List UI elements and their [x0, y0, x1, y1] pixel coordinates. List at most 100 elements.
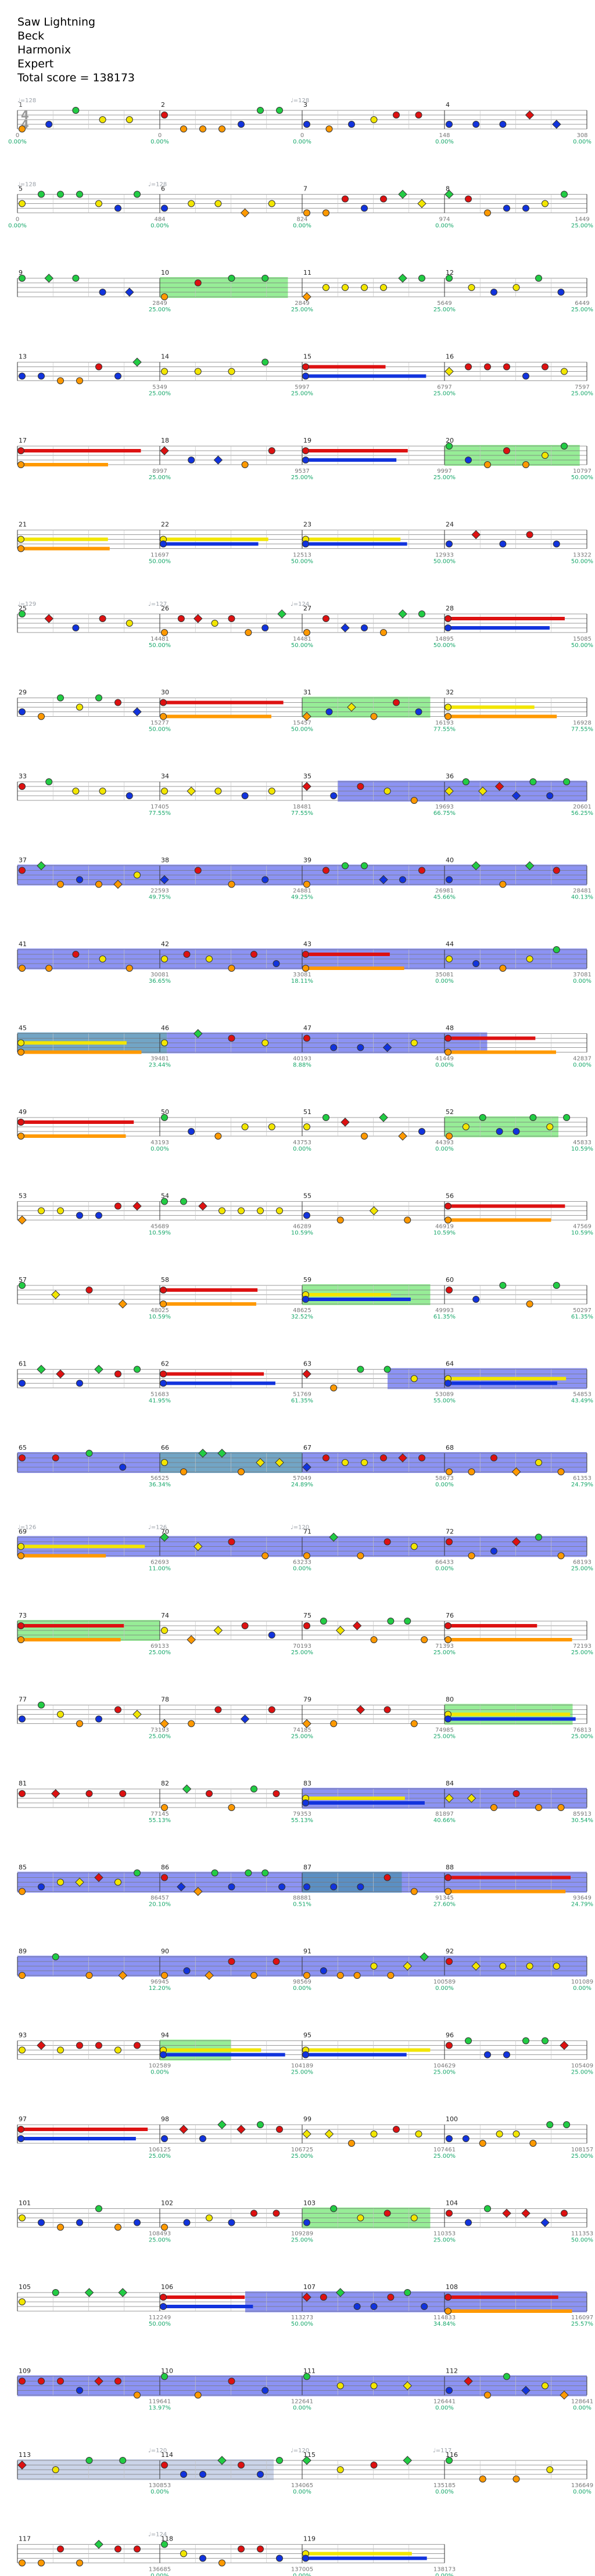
note-gem — [177, 615, 185, 622]
measure-score: 96945 — [150, 1979, 169, 1985]
hopo-gem — [240, 208, 250, 218]
note-gem — [542, 2382, 549, 2390]
note-gem — [99, 955, 106, 962]
hopo-gem — [256, 1458, 265, 1467]
sustain-tail — [21, 1638, 121, 1641]
note-gem — [160, 2303, 167, 2310]
note-gem — [228, 368, 235, 375]
hopo-gem — [44, 274, 53, 283]
measure-number: 80 — [446, 1696, 454, 1704]
measure-number: 70 — [161, 1528, 169, 1536]
hopo-gem — [335, 1626, 345, 1635]
note-gem — [160, 1300, 167, 1307]
note-gem — [404, 2289, 411, 2296]
note-gem — [542, 200, 549, 207]
note-gem — [214, 1133, 222, 1140]
note-gem — [72, 275, 80, 282]
measure-score: 45689 — [150, 1224, 169, 1230]
multiplier-percent: 25.00% — [149, 391, 171, 397]
sustain-tail — [448, 1638, 572, 1641]
hopo-gem — [302, 1369, 311, 1379]
note-gem — [199, 125, 206, 132]
measure-number: 54 — [161, 1192, 169, 1200]
note-gem — [76, 1212, 83, 1219]
measure-score: 128641 — [571, 2399, 593, 2405]
sustain-tail — [448, 705, 535, 709]
multiplier-percent: 0.00% — [573, 1985, 592, 1992]
note-gem — [553, 867, 560, 874]
note-gem — [114, 2377, 121, 2385]
note-gem — [228, 1034, 235, 1042]
note-gem — [415, 112, 422, 118]
note-gem — [261, 1552, 269, 1560]
note-gem — [302, 457, 309, 464]
measure-number: 103 — [303, 2200, 316, 2207]
sustain-tail — [306, 458, 397, 462]
sustain-tail — [21, 2128, 148, 2131]
bpm-marker: ♩=126 — [148, 1525, 167, 1531]
note-gem — [557, 1468, 565, 1475]
multiplier-percent: 77.55% — [571, 727, 593, 733]
multiplier-percent: 61.35% — [433, 1314, 456, 1320]
note-gem — [57, 2377, 64, 2385]
note-gem — [17, 447, 24, 454]
note-gem — [17, 1543, 24, 1550]
measure-score: 91345 — [435, 1895, 454, 1902]
note-gem — [85, 1450, 93, 1457]
note-gem — [330, 1883, 338, 1891]
note-gem — [342, 1459, 349, 1466]
measure-number: 45 — [19, 1025, 27, 1032]
measure-score: 134065 — [291, 2482, 313, 2489]
measure-score: 8997 — [152, 468, 167, 475]
note-gem — [472, 1296, 480, 1303]
sustain-tail — [163, 700, 284, 705]
measure-score: 0 — [158, 132, 162, 139]
measure-score: 79353 — [293, 1811, 311, 1817]
note-gem — [465, 195, 472, 203]
measure-score: 51683 — [150, 1392, 169, 1398]
note-gem — [465, 457, 472, 464]
measure-score: 148 — [439, 132, 450, 139]
measure-score: 85913 — [573, 1811, 592, 1817]
note-gem — [161, 2135, 168, 2142]
measure-score: 46289 — [293, 1224, 311, 1230]
note-gem — [119, 1464, 127, 1471]
note-gem — [445, 1379, 451, 1387]
note-gem — [303, 1123, 310, 1130]
note-gem — [499, 1282, 507, 1289]
note-gem — [160, 713, 167, 720]
multiplier-percent: 0.00% — [150, 223, 169, 229]
note-gem — [19, 1888, 26, 1895]
hopo-gem — [51, 1789, 60, 1798]
measure-number: 10 — [161, 269, 169, 276]
note-gem — [383, 2209, 391, 2217]
bpm-marker: ♩=117 — [433, 2448, 451, 2454]
hopo-gem — [198, 1201, 207, 1211]
note-gem — [257, 2545, 264, 2553]
measure-score: 14481 — [293, 636, 311, 642]
sustain-tail — [448, 2295, 558, 2299]
sustain-tail — [163, 1372, 264, 1376]
hopo-gem — [193, 1542, 203, 1551]
multiplier-percent: 49.25% — [291, 894, 313, 901]
hopo-gem — [213, 1626, 223, 1635]
sustain-tail — [163, 2053, 285, 2057]
sustain-tail — [163, 714, 271, 718]
measure-number: 93 — [19, 2032, 27, 2039]
sustain-tail — [21, 463, 108, 466]
measure-score: 2849 — [152, 300, 167, 307]
multiplier-percent: 25.00% — [433, 475, 456, 481]
measure-score: 81897 — [435, 1811, 454, 1817]
note-gem — [278, 1883, 286, 1891]
multiplier-percent: 0.00% — [8, 223, 27, 229]
multiplier-percent: 0.00% — [435, 2573, 454, 2576]
multiplier-percent: 50.00% — [571, 559, 593, 565]
sustain-tail — [448, 1050, 556, 1054]
sustain-tail — [21, 537, 108, 541]
note-gem — [19, 1972, 26, 1979]
note-gem — [557, 289, 565, 296]
note-gem — [45, 121, 53, 128]
sustain-tail — [21, 2137, 136, 2140]
hopo-gem — [352, 1621, 362, 1630]
measure-score: 68193 — [573, 1560, 592, 1566]
